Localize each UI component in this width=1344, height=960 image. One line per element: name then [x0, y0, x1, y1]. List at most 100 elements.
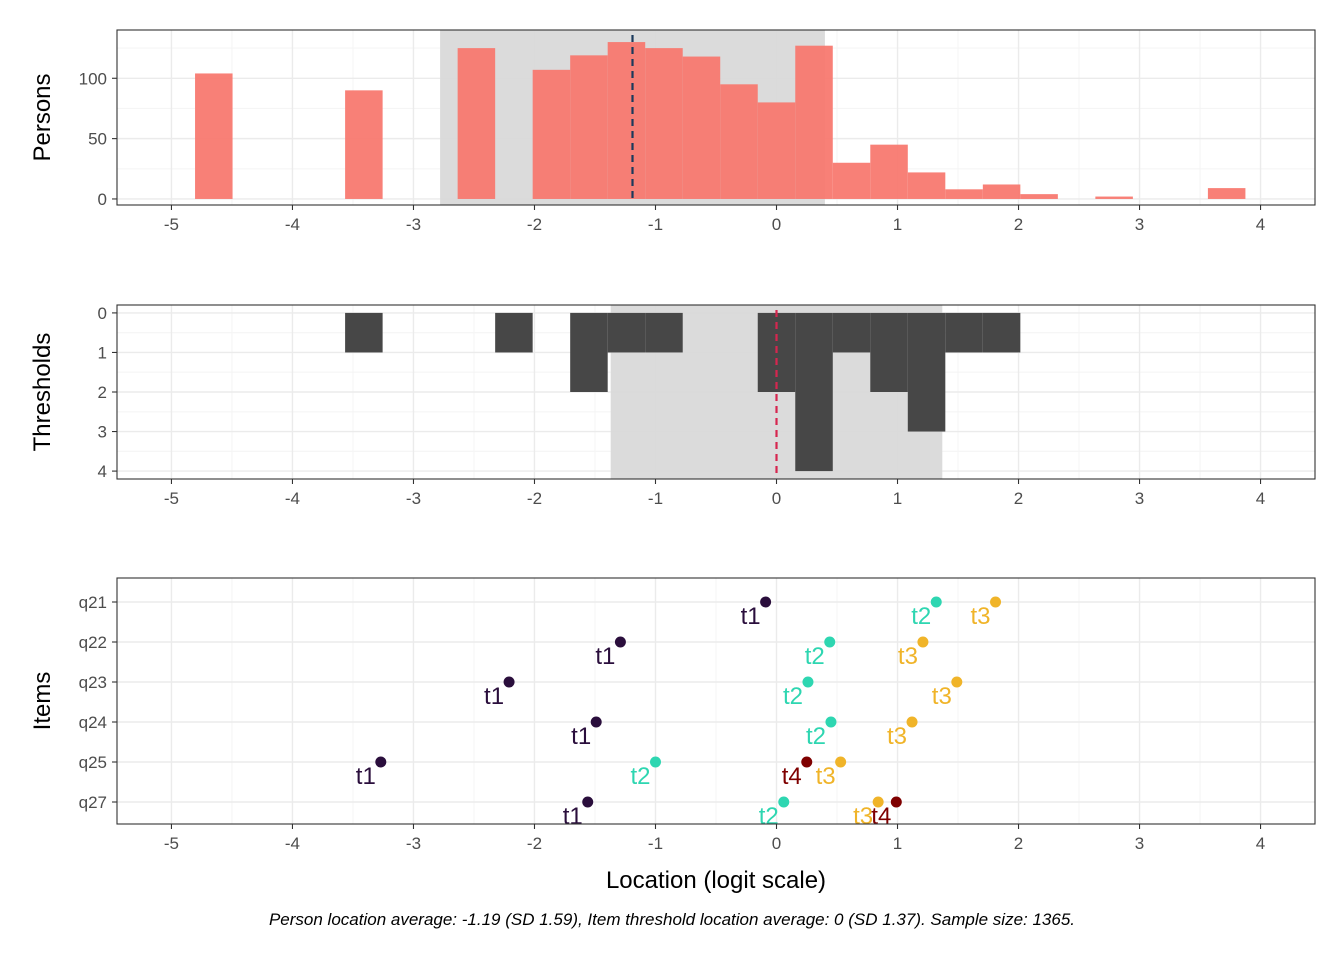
threshold-label-t3: t3 — [932, 683, 952, 710]
items-axis-title: Items — [29, 672, 56, 731]
threshold-point-t2 — [930, 596, 942, 608]
caption: Person location average: -1.19 (SD 1.59)… — [269, 910, 1075, 929]
thresholds-panel: 0 1 2 3 4 -5 -4 -3 -2 -1 0 1 2 3 4 Thresholds — [29, 304, 1316, 508]
person-bar — [757, 102, 796, 199]
x-tick-label: 2 — [1014, 834, 1023, 853]
x-tick-label: 4 — [1256, 834, 1265, 853]
threshold-point-t3 — [835, 756, 847, 768]
threshold-point-t3 — [990, 596, 1002, 608]
x-tick-label: -4 — [285, 489, 300, 508]
person-bar — [907, 172, 946, 199]
threshold-label-t1: t1 — [741, 603, 761, 630]
threshold-label-t1: t1 — [571, 723, 591, 750]
threshold-bar — [832, 312, 871, 353]
threshold-point-t1 — [375, 756, 387, 768]
person-bar — [870, 144, 908, 199]
y-tick-label: 100 — [79, 69, 107, 88]
item-label: q25 — [79, 753, 107, 772]
threshold-bar — [945, 312, 983, 353]
person-bar — [457, 48, 496, 199]
threshold-label-t2: t2 — [759, 803, 779, 830]
x-tick-label: 4 — [1256, 215, 1265, 234]
threshold-bar — [982, 312, 1021, 353]
threshold-point-t2 — [802, 676, 814, 688]
threshold-point-t2 — [824, 636, 836, 648]
person-bar — [1020, 194, 1058, 199]
threshold-point-t1 — [582, 796, 594, 808]
threshold-bar — [645, 312, 683, 353]
y-tick-label: 4 — [98, 462, 107, 481]
person-bar — [607, 42, 646, 199]
x-tick-label: 3 — [1135, 215, 1144, 234]
x-tick-label: 0 — [772, 215, 781, 234]
threshold-label-t3: t3 — [971, 603, 991, 630]
y-tick-label: 0 — [98, 190, 107, 209]
threshold-point-t1 — [614, 636, 626, 648]
person-bar — [532, 69, 571, 199]
person-bar — [1095, 196, 1133, 199]
item-label: q23 — [79, 673, 107, 692]
person-bar — [1207, 188, 1246, 199]
x-tick-label: -1 — [648, 489, 663, 508]
x-tick-label: -4 — [285, 834, 300, 853]
threshold-point-t1 — [590, 716, 602, 728]
y-tick-label: 1 — [98, 343, 107, 362]
threshold-point-t1 — [760, 596, 772, 608]
item-label: q22 — [79, 633, 107, 652]
threshold-bar — [795, 312, 833, 472]
threshold-label-t1: t1 — [595, 643, 615, 670]
threshold-label-t1: t1 — [563, 803, 583, 830]
x-tick-label: 1 — [893, 834, 902, 853]
person-bar — [345, 90, 383, 199]
panel-border — [116, 577, 1316, 825]
y-tick-label: 3 — [98, 423, 107, 442]
x-tick-label: -3 — [406, 834, 421, 853]
persons-panel: 0 50 100 -5 -4 -3 -2 -1 0 1 2 3 4 Persons — [29, 29, 1316, 234]
x-tick-label: 1 — [893, 215, 902, 234]
threshold-point-t2 — [649, 756, 661, 768]
x-tick-label: 3 — [1135, 489, 1144, 508]
threshold-point-t3 — [917, 636, 929, 648]
person-bar — [795, 45, 833, 199]
threshold-label-t3: t3 — [853, 803, 873, 830]
threshold-label-t3: t3 — [887, 723, 907, 750]
threshold-bar — [607, 312, 646, 353]
x-tick-label: -4 — [285, 215, 300, 234]
threshold-label-t3: t3 — [816, 763, 836, 790]
threshold-label-t2: t2 — [806, 723, 826, 750]
threshold-point-t3 — [872, 796, 884, 808]
person-bar — [195, 73, 233, 199]
person-bar — [945, 189, 983, 199]
x-tick-label: 1 — [893, 489, 902, 508]
x-tick-label: -2 — [527, 215, 542, 234]
x-axis-title: Location (logit scale) — [606, 867, 826, 894]
threshold-label-t4: t4 — [782, 763, 802, 790]
threshold-point-t2 — [778, 796, 790, 808]
person-bar — [720, 84, 758, 199]
x-tick-label: -1 — [648, 834, 663, 853]
x-tick-label: 3 — [1135, 834, 1144, 853]
persons-axis-title: Persons — [29, 73, 56, 161]
threshold-label-t2: t2 — [911, 603, 931, 630]
x-tick-label: -2 — [527, 834, 542, 853]
threshold-label-t2: t2 — [783, 683, 803, 710]
thresholds-axis-title: Thresholds — [29, 333, 56, 452]
person-bar — [682, 56, 721, 199]
threshold-point-t3 — [906, 716, 918, 728]
x-tick-label: 4 — [1256, 489, 1265, 508]
threshold-label-t4: t4 — [871, 803, 891, 830]
x-tick-label: -5 — [164, 489, 179, 508]
x-tick-label: -2 — [527, 489, 542, 508]
x-tick-label: -5 — [164, 834, 179, 853]
threshold-label-t3: t3 — [898, 643, 918, 670]
x-tick-label: 2 — [1014, 489, 1023, 508]
threshold-label-t1: t1 — [484, 683, 504, 710]
threshold-point-t4 — [801, 756, 813, 768]
threshold-bar — [870, 312, 908, 392]
threshold-bar — [345, 312, 383, 353]
threshold-point-t1 — [503, 676, 515, 688]
x-tick-label: 0 — [772, 834, 781, 853]
person-bar — [982, 184, 1021, 199]
